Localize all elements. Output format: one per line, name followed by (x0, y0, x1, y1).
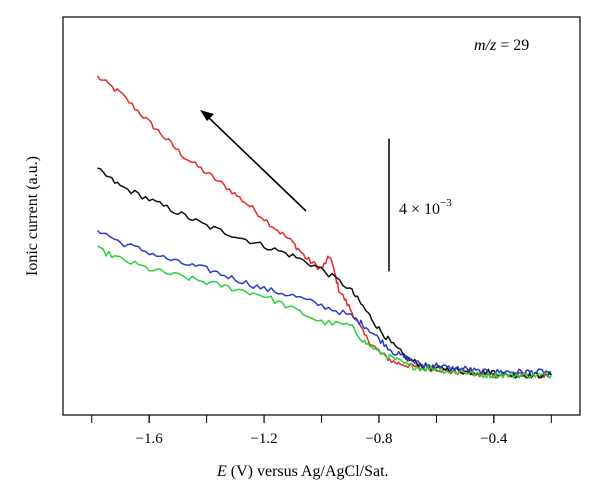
x-tick-label: −1.2 (250, 431, 277, 447)
x-tick-label: −1.6 (136, 431, 164, 447)
x-tick-label: −0.8 (365, 431, 392, 447)
x-tick-label: −0.4 (480, 431, 508, 447)
series-line-3 (96, 229, 552, 376)
sweep-arrow (200, 110, 307, 212)
y-axis-title: Ionic current (a.u.) (24, 156, 41, 276)
x-axis-ticks: −1.6 −1.2 −0.8 −0.4 (91, 415, 552, 447)
scale-label: 4 × 10−3 (399, 197, 452, 218)
series-line-1 (96, 75, 552, 379)
plot-frame (62, 16, 581, 416)
mz-annotation: m/z = 29 (474, 37, 529, 54)
series-line-4 (97, 245, 552, 379)
x-axis-title: E (V) versus Ag/AgCl/Sat. (216, 463, 389, 480)
series-layer (96, 75, 552, 379)
